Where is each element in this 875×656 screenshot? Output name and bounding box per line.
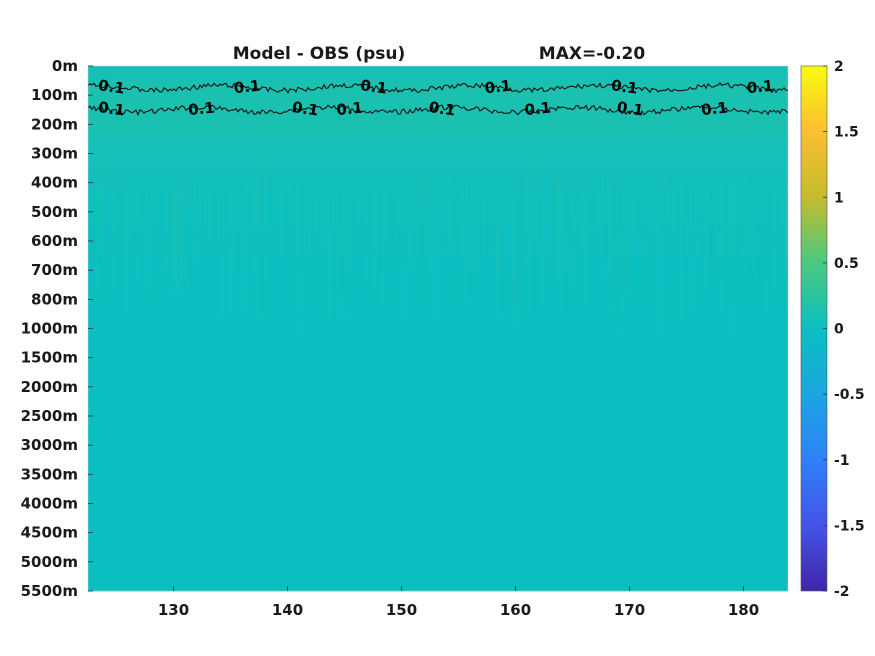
y-tick-label: 2500m [21, 407, 78, 425]
colorbar-tick-label: 0 [834, 322, 844, 338]
field-band [88, 168, 788, 198]
colorbar: 2 1.5 1 0.5 0 -0.5 -1 -1.5 -2 [800, 59, 865, 600]
field-band [88, 459, 788, 490]
y-tick-label: 3500m [21, 465, 78, 483]
field-band [88, 372, 788, 402]
x-axis-ticks: 130 140 150 160 170 180 [158, 586, 759, 619]
contour-lines [87, 82, 789, 117]
y-axis-ticks: 0m 100m 200m 300m 400m 500m 600m 700m 800m 1000m 1… [21, 57, 93, 600]
field-band [88, 66, 788, 82]
contour-label: 0.1 [97, 76, 126, 98]
contour-label: 0.1 [746, 77, 774, 98]
contour-label: 0.1 [233, 77, 261, 98]
contour-label: 0.1 [97, 98, 126, 120]
field-band [88, 430, 788, 461]
contour-line [87, 82, 789, 94]
y-tick-label: 300m [31, 145, 78, 163]
contour-label: 0.1 [524, 98, 552, 119]
y-tick-label: 4000m [21, 495, 78, 513]
y-tick-label: 3000m [21, 436, 78, 454]
contour-label: 0.1 [187, 98, 215, 119]
contour-labels: 0.1 0.1 0.1 0.1 0.1 0.10.1 0.1 0.1 0.1 0.1 0.1 0.1 0… [97, 76, 774, 119]
field-band [88, 488, 788, 519]
field-band [88, 255, 788, 286]
x-tick-label: 160 [500, 601, 531, 619]
colorbar-tick-label: 1 [834, 190, 844, 206]
y-tick-label: 500m [31, 203, 78, 221]
y-tick-label: 4500m [21, 524, 78, 542]
x-tick-label: 140 [272, 601, 303, 619]
y-tick-label: 5500m [21, 582, 78, 600]
contour-label: 0.1 [484, 77, 512, 98]
colorbar-tick-label: -2 [834, 584, 850, 600]
y-tick-label: 100m [31, 86, 78, 104]
x-tick-label: 130 [158, 601, 189, 619]
y-tick-label: 600m [31, 232, 78, 250]
colorbar-tick-label: 1.5 [834, 125, 859, 141]
y-tick-label: 700m [31, 261, 78, 279]
y-tick-label: 400m [31, 174, 78, 192]
field-band [88, 197, 788, 227]
chart-title: Model - OBS (psu) [233, 44, 406, 64]
contour-label: 0.1 [291, 98, 320, 120]
colorbar-ticks: 2 1.5 1 0.5 0 -0.5 -1 -1.5 -2 [823, 59, 865, 600]
contour-line [87, 103, 789, 117]
y-tick-label: 800m [31, 290, 78, 308]
contour-label: 0.1 [610, 76, 639, 98]
x-tick-label: 150 [386, 601, 417, 619]
field-band [88, 226, 788, 257]
field-band [88, 109, 788, 140]
y-tick-label: 1000m [21, 320, 78, 338]
y-tick-label: 5000m [21, 553, 78, 571]
field-band [88, 138, 788, 169]
colorbar-tick-label: -1.5 [834, 518, 865, 534]
y-tick-label: 200m [31, 115, 78, 133]
chart-subtitle: MAX=-0.20 [539, 44, 646, 64]
contour-label: 0.1 [616, 98, 645, 120]
field-band [88, 518, 788, 548]
x-tick-label: 170 [614, 601, 645, 619]
x-tick-label: 180 [728, 601, 759, 619]
contour-label: 0.1 [428, 98, 457, 120]
field-band [88, 576, 788, 592]
y-tick-label: 1500m [21, 349, 78, 367]
colorbar-tick-label: 2 [834, 59, 844, 75]
field-band [88, 401, 788, 432]
y-tick-label: 2000m [21, 378, 78, 396]
field-band [88, 343, 788, 373]
contour-label: 0.1 [700, 98, 728, 119]
y-tick-label: 0m [52, 57, 78, 75]
field-texture [88, 171, 788, 339]
contour-label: 0.1 [359, 76, 388, 98]
colorbar-gradient [800, 65, 828, 592]
contour-label: 0.1 [336, 98, 364, 119]
field-band [88, 547, 788, 577]
field-band [88, 313, 788, 344]
colorbar-tick-label: -0.5 [834, 387, 865, 403]
plot-area: 0.1 0.1 0.1 0.1 0.1 0.10.1 0.1 0.1 0.1 0.1 0.1 0.1 0… [87, 65, 789, 592]
colorbar-tick-label: -1 [834, 453, 850, 469]
field-band [88, 284, 788, 315]
colorbar-tick-label: 0.5 [834, 256, 859, 272]
field-bands [88, 66, 788, 592]
